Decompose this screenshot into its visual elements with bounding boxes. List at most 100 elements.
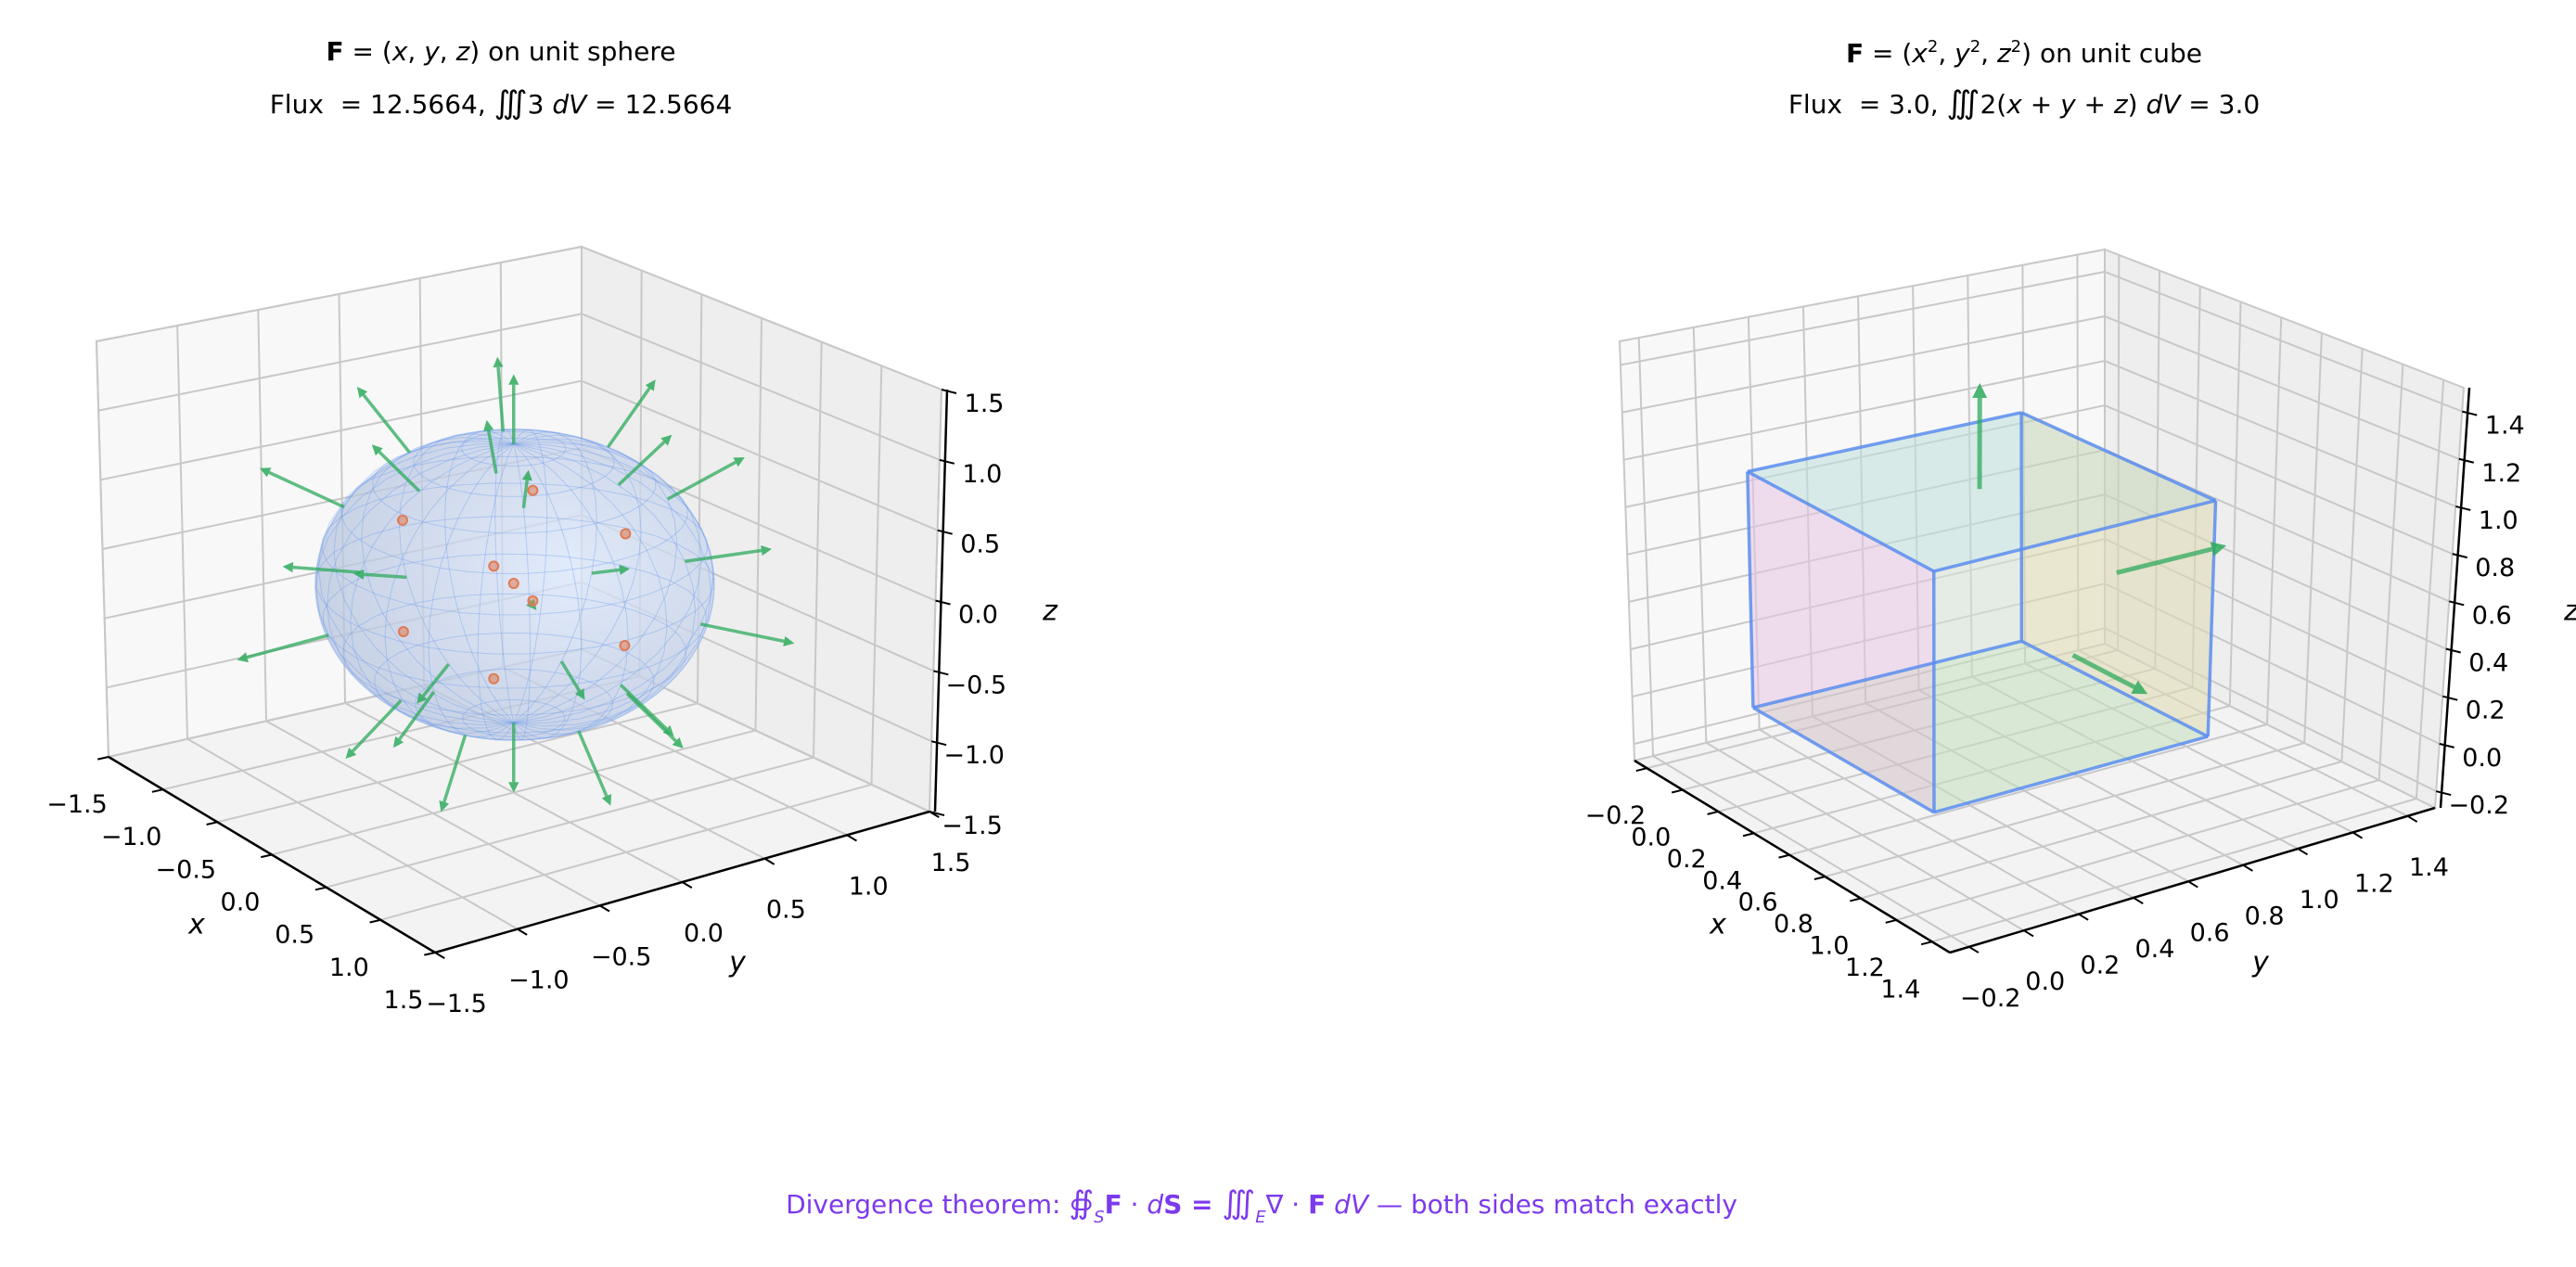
x-tick [97,756,109,761]
field-arrow-shaft [591,568,621,575]
z-tick-label: 0.2 [2466,697,2506,725]
sphere-longitude-line [333,441,514,723]
sample-point [396,514,408,526]
z-tick [2435,790,2452,797]
y-tick-label: 0.0 [2025,967,2065,996]
y-tick-label: 1.0 [2300,886,2339,915]
sample-points [396,484,632,685]
text-segment: ) on unit sphere [469,36,676,67]
field-arrow-shaft [577,730,609,797]
sphere-longitude-line [513,443,532,741]
x-tick [151,788,163,793]
field-arrow-shaft [421,663,451,697]
grid-line [1747,316,1761,730]
grid-line [1623,360,2106,461]
field-arrow-shaft [362,393,411,454]
text-segment: , [439,36,456,67]
y-tick [846,834,857,842]
x-tick-label: 0.8 [1774,910,1813,939]
sample-point [527,595,539,607]
grid-line [1912,286,1920,690]
grid-line [2104,538,2443,697]
cube-edge [1933,499,2216,573]
grid-line [2228,301,2242,707]
text-segment: 2 [1927,37,1939,57]
text-segment: z [1996,38,2011,69]
grid-line [1637,338,1655,757]
x-tick [1707,810,1719,815]
left-title-line1: F = (x, y, z) on unit sphere [326,39,675,65]
z-tick [939,458,955,465]
left-y-axis-label: y [729,946,746,979]
text-segment [1326,1189,1334,1220]
z-tick-label: 1.2 [2481,459,2521,488]
grid-line [2104,582,2441,745]
sample-point [527,484,539,496]
sphere-latitude-line [372,437,657,534]
y-tick-label: 0.4 [2134,935,2174,964]
x-tick-label: −0.2 [1585,801,1647,830]
sphere-latitude-line [340,455,688,574]
sphere-latitude-line [321,482,708,616]
x-tick [424,952,436,956]
sphere-longitude-line [513,431,597,723]
y-tick-label: 0.0 [684,919,724,948]
y-tick-label: 1.5 [931,849,971,877]
x-tick-label: −0.5 [156,855,217,884]
text-segment: ∇ · [1265,1189,1309,1220]
sphere-longitude-line [513,429,548,723]
sphere-longitude-line [513,443,583,739]
field-arrow-head [237,652,249,663]
text-segment: 2 [2010,37,2022,57]
grid-line [97,313,583,412]
y-tick-label: 0.8 [2245,902,2285,931]
grid-line [1625,404,2106,508]
y-tick-label: 1.4 [2409,853,2449,882]
text-segment: d [1147,1189,1164,1220]
x-tick-label: 0.5 [275,921,314,950]
y-tick [2023,929,2034,938]
text-segment: + [2021,89,2061,120]
y-tick [929,811,940,819]
x-tick [1885,918,1897,924]
z-tick-label: 0.0 [2462,744,2502,773]
x-tick [261,853,273,859]
x-tick-label: 1.4 [1880,975,1920,1004]
field-arrow-head [393,736,404,749]
field-arrow-head [483,419,494,431]
z-tick-label: 0.5 [960,531,1000,559]
y-tick-label: −1.0 [508,966,570,995]
field-arrow-shaft [496,366,506,432]
text-segment: , [1980,38,1997,69]
field-arrow-shaft [246,634,329,659]
x-tick-label: 0.0 [1631,824,1671,852]
x-tick-label: 1.0 [1809,932,1849,961]
z-tick-label: −0.5 [946,671,1007,699]
grid-line [2154,270,2161,670]
grid-line [2104,404,2454,556]
z-tick [2445,647,2461,654]
right-z-axis-label: z [2564,595,2576,628]
cube-face-z1 [1747,412,2216,571]
cube-edge [1752,639,2022,710]
sphere-longitude-line [513,443,712,723]
x-tick-label: 1.0 [329,953,369,982]
z-tick-label: 0.0 [958,601,998,630]
sample-point [619,640,631,652]
grid-line [1621,315,2106,414]
text-segment: — both sides match exactly [1368,1189,1737,1220]
field-arrow-head [353,569,365,580]
text-segment: x [1912,38,1928,69]
cube-edge [2206,500,2218,737]
field-arrow-shaft [378,450,421,493]
grid-line [1857,296,1867,704]
x-tick-label: 1.2 [1845,953,1885,982]
field-arrow-shaft [486,429,498,474]
flux-arrow-head [2131,680,2148,695]
field-arrow-head [356,387,368,399]
grid-line [2104,360,2456,507]
sphere-longitude-line [513,443,697,727]
grid-line [1967,275,1973,677]
text-segment: F [326,36,344,67]
